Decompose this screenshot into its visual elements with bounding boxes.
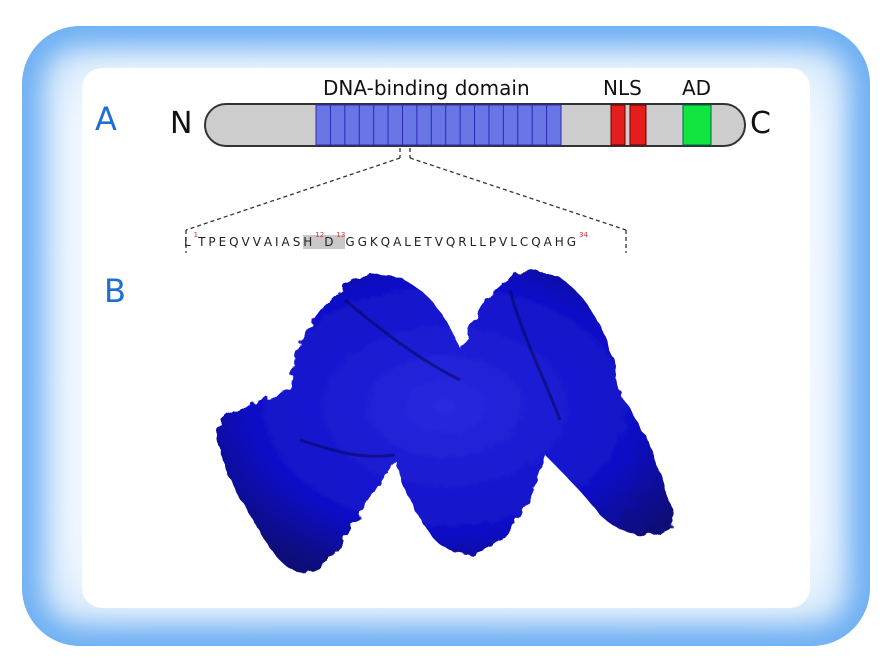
residue: Q [380,235,394,249]
c-terminus-label: C [750,106,771,141]
residue: V [499,235,511,249]
residue: G [357,235,370,249]
residue: P [208,235,219,249]
n-terminus-label: N [170,106,193,141]
surface-groove [299,289,562,458]
residue: H12 [303,231,325,249]
residue-position-label: 13 [336,231,346,239]
residue: T [424,235,435,249]
panel-label-a: A [95,100,117,138]
residue: Q [229,235,242,249]
residue: V [434,235,446,249]
residue: D13 [324,231,346,249]
residue: A [393,235,405,249]
residue: I [275,235,282,249]
residue: A [263,235,276,249]
residue: R [458,235,470,249]
residue: A [281,235,293,249]
residue: P [488,235,500,249]
residue: T [198,235,209,249]
residue: E [218,235,230,249]
residue: S [292,235,304,249]
residue: L [479,235,489,249]
residue: G34 [566,231,588,249]
repeat-sequence: L1TPEQVVAIASH12D13GGKQALETVQRLLPVLCQAHG3… [184,231,588,255]
nls-label: NLS [603,76,642,100]
zoom-lines [185,148,627,253]
residue-position-label: 1 [193,231,199,239]
residue-position-label: 12 [315,231,325,239]
residue: L [404,235,414,249]
nls-domain [610,104,647,146]
protein-surface-structure [216,270,675,573]
panel-label-b: B [104,272,126,310]
ad-label: AD [682,76,712,100]
residue: L [510,235,520,249]
dna-binding-domain-label: DNA-binding domain [323,76,530,100]
residue: C [519,235,532,249]
residue: Q [531,235,544,249]
ad-domain [682,104,712,146]
residue: A [543,235,555,249]
residue: L1 [184,231,199,249]
residue: K [369,235,381,249]
residue: L [469,235,480,249]
residue-position-label: 34 [579,231,588,239]
residue: V [252,235,264,249]
residue: V [241,235,253,249]
residue: E [413,235,425,249]
residue: Q [445,235,459,249]
dna-binding-domain [315,104,562,146]
residue: H [554,235,567,249]
residue: G [345,235,358,249]
